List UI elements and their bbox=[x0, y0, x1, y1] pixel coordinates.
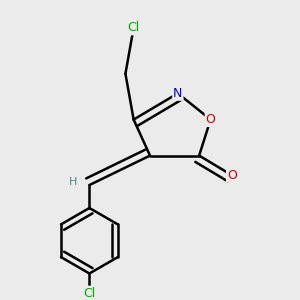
Text: Cl: Cl bbox=[83, 286, 95, 300]
Text: O: O bbox=[227, 169, 237, 182]
Text: H: H bbox=[69, 177, 77, 187]
Text: N: N bbox=[173, 87, 182, 100]
Text: O: O bbox=[206, 113, 215, 126]
Text: Cl: Cl bbox=[128, 21, 140, 34]
